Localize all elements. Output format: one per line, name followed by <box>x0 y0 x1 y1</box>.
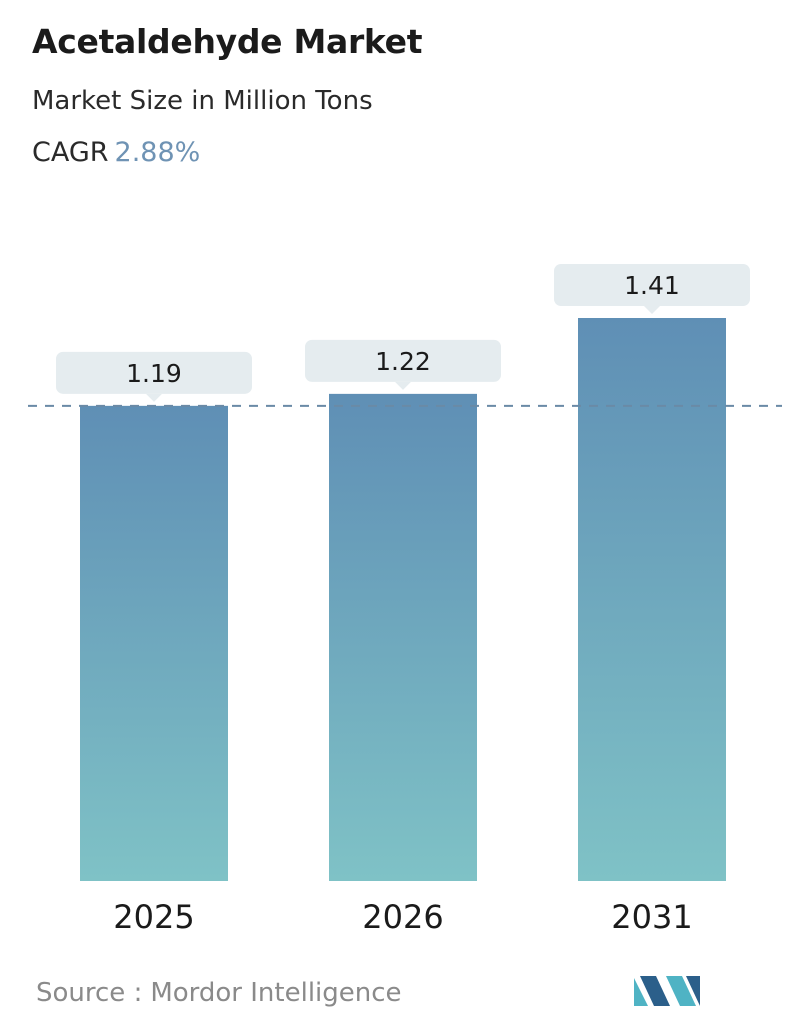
chart-title: Acetaldehyde Market <box>32 22 423 61</box>
value-label-pointer <box>395 381 411 390</box>
value-label-text: 1.41 <box>624 271 680 300</box>
cagr-label: CAGR <box>32 137 109 168</box>
value-label-2026: 1.22 <box>305 339 501 390</box>
value-label-text: 1.19 <box>126 359 182 388</box>
value-label-bubble <box>56 351 252 394</box>
labels-layer: 1.19 2025 1.22 2026 1.41 2031 <box>56 264 750 936</box>
value-label-2031: 1.41 <box>554 264 750 314</box>
value-label-pointer <box>644 306 660 314</box>
x-tick-label-2025: 2025 <box>113 898 194 936</box>
bars-layer <box>80 318 726 881</box>
value-label-text: 1.22 <box>375 347 431 376</box>
cagr-row: CAGR 2.88% <box>32 137 200 168</box>
bar-chart: 1.19 2025 1.22 2026 1.41 2031 <box>28 264 782 936</box>
source-line: Source : Mordor Intelligence <box>36 978 402 1008</box>
cagr-value: 2.88% <box>114 137 201 168</box>
mordor-intelligence-logo-icon <box>634 976 700 1006</box>
bar-2031 <box>578 318 726 881</box>
x-tick-label-2031: 2031 <box>611 898 692 936</box>
value-label-bubble <box>305 339 501 382</box>
source-label: Source : <box>36 978 143 1008</box>
value-label-bubble <box>554 264 750 306</box>
x-tick-label-2026: 2026 <box>362 898 443 936</box>
value-label-pointer <box>146 393 162 402</box>
bar-2025 <box>80 405 228 881</box>
source-name: Mordor Intelligence <box>150 978 402 1008</box>
bar-2026 <box>329 393 477 881</box>
chart-subtitle: Market Size in Million Tons <box>32 86 373 116</box>
value-label-2025: 1.19 <box>56 351 252 402</box>
